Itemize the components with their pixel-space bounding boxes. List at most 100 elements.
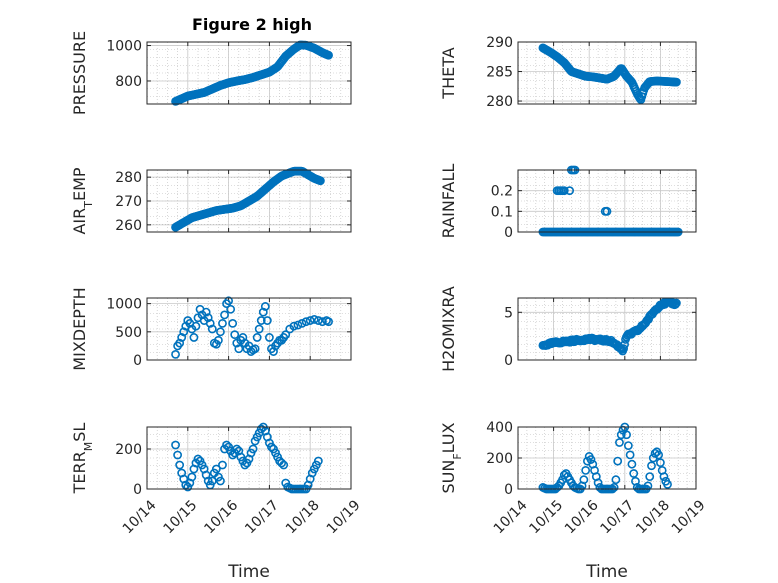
x-tick-label: 10/15 xyxy=(161,497,201,537)
axes-frame xyxy=(146,297,352,361)
x-tick-label: 10/14 xyxy=(491,497,531,537)
data-point xyxy=(234,344,244,354)
data-point xyxy=(267,442,276,452)
data-point xyxy=(559,186,569,196)
y-axis-label: THETA xyxy=(439,47,458,99)
data-point xyxy=(625,450,635,460)
data-point xyxy=(313,316,323,325)
data-point xyxy=(565,186,575,196)
data-point xyxy=(616,430,626,440)
y-tick-label: 0 xyxy=(504,353,513,369)
data-point xyxy=(193,454,203,464)
data-point xyxy=(205,318,215,328)
data-point xyxy=(656,458,665,468)
y-tick-label: 0 xyxy=(133,482,142,498)
y-tick-label: 0.1 xyxy=(491,204,513,220)
data-point xyxy=(671,299,680,309)
y-tick-label: 0 xyxy=(133,353,142,369)
data-point xyxy=(211,464,221,474)
y-axis-label-main: H2OMIXRA xyxy=(439,286,458,372)
data-point xyxy=(279,460,289,470)
axes-frame xyxy=(517,426,697,490)
data-point xyxy=(173,450,182,460)
data-point xyxy=(232,444,242,454)
y-axis-label-sub: T xyxy=(82,201,95,209)
x-tick-label: 10/16 xyxy=(201,497,241,537)
axes-rainfall: 0 0.1 0.2 RAINFALL xyxy=(439,164,697,241)
data-point xyxy=(240,460,250,470)
y-tick-label: 200 xyxy=(115,442,142,458)
y-axis-label-main: RAINFALL xyxy=(439,164,458,239)
y-tick-label: 280 xyxy=(115,170,142,186)
y-axis-label: TERRMSL xyxy=(70,423,95,495)
y-axis-label-main: MIXDEPTH xyxy=(70,287,89,370)
axes-frame xyxy=(146,169,352,233)
data-point xyxy=(623,441,633,450)
data-point xyxy=(224,296,233,306)
y-tick-label: 5 xyxy=(504,305,513,321)
data-point xyxy=(264,333,274,342)
y-axis-label: H2OMIXRA xyxy=(439,286,458,372)
data-point xyxy=(238,333,248,342)
data-point xyxy=(627,459,637,469)
axes-frame xyxy=(146,426,352,490)
axes-frame xyxy=(517,169,697,233)
data-point xyxy=(622,430,631,440)
y-axis-label-main: TERR xyxy=(70,451,89,494)
data-point xyxy=(228,450,238,460)
data-point xyxy=(654,450,664,460)
x-tick-label: 10/17 xyxy=(242,497,282,537)
x-tick-label: 10/16 xyxy=(562,497,602,537)
y-axis-label-sub: M xyxy=(82,442,95,452)
data-point xyxy=(324,317,333,327)
series-markers xyxy=(171,40,333,106)
series-markers xyxy=(538,43,681,105)
y-axis-label: PRESSURE xyxy=(70,31,89,115)
data-point xyxy=(297,318,307,328)
data-point xyxy=(256,316,266,325)
y-axis-label-main: SUN xyxy=(439,460,458,494)
data-point xyxy=(586,455,596,464)
series-markers xyxy=(171,296,333,359)
data-point xyxy=(252,333,262,342)
y-axis-label-main: PRESSURE xyxy=(70,31,89,115)
data-point xyxy=(613,456,623,466)
axes-air_temp: 260 270 280 AIRTEMP xyxy=(70,166,352,235)
y-tick-label: 270 xyxy=(115,194,142,210)
data-point xyxy=(226,304,236,314)
data-point xyxy=(213,335,223,345)
data-point xyxy=(207,324,217,334)
data-point xyxy=(171,349,180,359)
axes-theta: 280 285 290 THETA xyxy=(439,35,697,110)
y-tick-label: 280 xyxy=(486,94,513,110)
data-point xyxy=(602,206,612,216)
data-point xyxy=(250,344,260,354)
axes-terr_msl: 0 200 10/14 10/15 10/16 10/17 10/18 10/19 TERRMS… xyxy=(70,423,364,582)
axes-frame xyxy=(146,41,352,105)
data-point xyxy=(579,475,589,485)
axes-h2omixra: 0 5 H2OMIXRA xyxy=(439,286,697,372)
data-point xyxy=(293,320,303,330)
data-point xyxy=(175,460,185,470)
y-axis-label-main: AIR xyxy=(70,208,89,235)
data-point xyxy=(187,472,197,482)
y-axis-label-main: THETA xyxy=(439,47,458,99)
y-axis-label-rest: LUX xyxy=(439,422,458,453)
data-point xyxy=(171,440,180,450)
y-tick-label: 285 xyxy=(486,65,513,81)
series-markers xyxy=(171,166,325,232)
data-point xyxy=(672,77,681,87)
data-point xyxy=(615,438,624,447)
figure-title: Figure 2 high xyxy=(192,15,312,34)
data-point xyxy=(269,347,278,356)
y-tick-label: 1000 xyxy=(106,39,142,55)
y-axis-label: MIXDEPTH xyxy=(70,287,89,370)
x-tick-label: 10/19 xyxy=(669,497,709,537)
series-markers xyxy=(538,297,681,356)
data-point xyxy=(218,460,227,470)
data-point xyxy=(260,302,270,311)
data-point xyxy=(254,324,264,334)
x-tick-label: 10/18 xyxy=(283,497,323,537)
data-point xyxy=(611,475,621,485)
